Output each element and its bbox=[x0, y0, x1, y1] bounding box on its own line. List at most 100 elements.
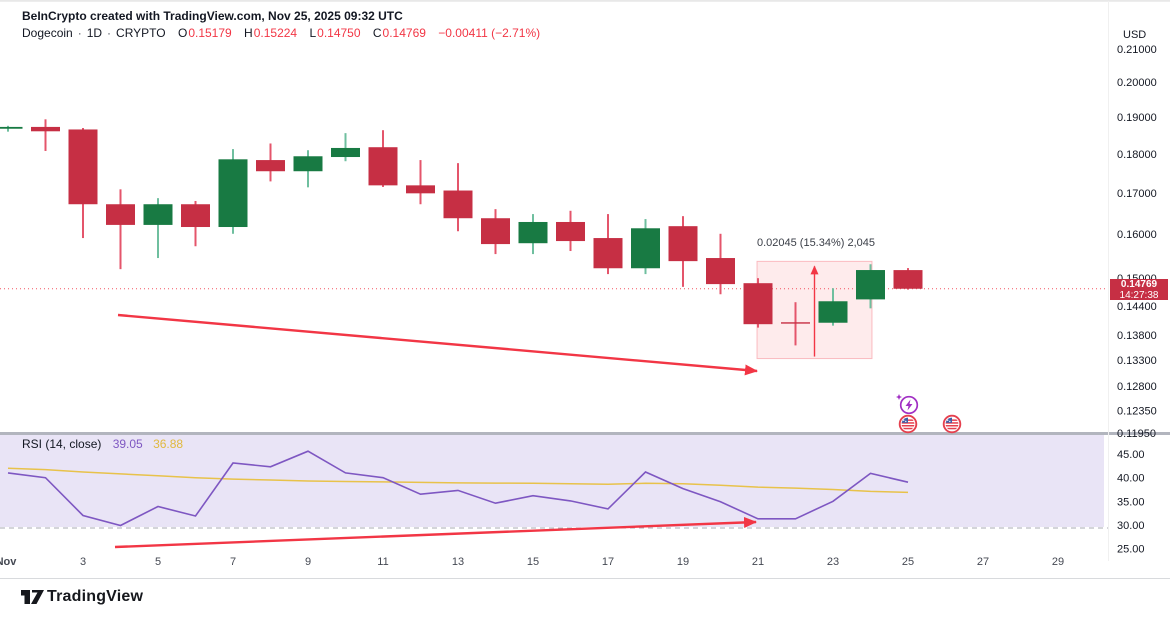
currency-label: USD bbox=[1123, 29, 1146, 41]
candle[interactable] bbox=[143, 198, 173, 259]
time-tick-label: 19 bbox=[677, 556, 689, 568]
candle[interactable] bbox=[181, 200, 210, 247]
open-value: 0.15179 bbox=[188, 26, 232, 40]
pane-separator[interactable] bbox=[0, 432, 1170, 435]
price-tick-label: 0.17000 bbox=[1117, 188, 1157, 200]
time-tick-label: 15 bbox=[527, 556, 539, 568]
time-tick-label: 9 bbox=[305, 556, 311, 568]
candle[interactable] bbox=[856, 264, 885, 309]
candle[interactable] bbox=[443, 163, 473, 232]
candle[interactable] bbox=[818, 288, 848, 326]
price-tick-label: 0.12800 bbox=[1117, 381, 1157, 393]
high-value: 0.15224 bbox=[253, 26, 298, 40]
price-tick-label: 0.21000 bbox=[1117, 44, 1157, 56]
rsi-value: 39.05 bbox=[112, 437, 143, 451]
candle[interactable] bbox=[556, 210, 585, 252]
candle-body bbox=[856, 270, 885, 300]
candle[interactable] bbox=[706, 233, 735, 295]
candle[interactable] bbox=[668, 216, 698, 287]
candle[interactable] bbox=[31, 119, 60, 151]
attribution-text: BeInCrypto created with TradingView.com,… bbox=[22, 9, 403, 23]
candle[interactable] bbox=[293, 150, 323, 188]
close-label: C bbox=[372, 26, 382, 40]
candle-body bbox=[68, 129, 98, 205]
candle-body bbox=[593, 238, 623, 269]
time-tick-label: 3 bbox=[80, 556, 86, 568]
open-label: O bbox=[177, 26, 188, 40]
candle-body bbox=[556, 221, 585, 242]
time-tick-label: 29 bbox=[1052, 556, 1064, 568]
high-label: H bbox=[244, 26, 253, 40]
candle-body bbox=[143, 204, 173, 225]
candle[interactable] bbox=[781, 302, 810, 346]
interval-label[interactable]: 1D bbox=[86, 26, 103, 40]
price-tick-label: 0.13800 bbox=[1117, 330, 1157, 342]
candle-body bbox=[331, 147, 360, 158]
candle-body bbox=[668, 226, 698, 262]
legend-separator: · bbox=[77, 26, 82, 40]
flag-badge-icon[interactable] bbox=[942, 414, 962, 434]
tradingview-logo-icon[interactable] bbox=[20, 587, 46, 607]
price-tick-label: 0.16000 bbox=[1117, 229, 1157, 241]
time-tick-label: Nov bbox=[0, 556, 17, 568]
symbol-legend: Dogecoin · 1D · CRYPTO O0.15179 H0.15224 L0.… bbox=[22, 26, 540, 40]
candle[interactable] bbox=[218, 149, 248, 234]
candle[interactable] bbox=[593, 214, 623, 275]
candle-body bbox=[106, 204, 135, 225]
symbol-name[interactable]: Dogecoin bbox=[22, 26, 73, 40]
lightning-badge-icon[interactable] bbox=[896, 394, 919, 415]
candle-body bbox=[893, 270, 923, 289]
measurement-box[interactable] bbox=[756, 260, 873, 360]
price-tick-label: 0.19000 bbox=[1117, 112, 1157, 124]
trend-arrow-rsi[interactable] bbox=[114, 516, 757, 549]
trend-arrow-main[interactable] bbox=[117, 313, 758, 376]
candle-body bbox=[368, 147, 398, 186]
current-price-badge: 0.14769 14:27:38 bbox=[1110, 279, 1168, 300]
close-value: 0.14769 bbox=[382, 26, 426, 40]
candle[interactable] bbox=[0, 125, 23, 132]
candle[interactable] bbox=[481, 209, 510, 255]
legend-separator: · bbox=[107, 26, 112, 40]
time-tick-label: 11 bbox=[377, 556, 388, 568]
time-tick-label: 25 bbox=[902, 556, 914, 568]
time-tick-label: 5 bbox=[155, 556, 161, 568]
candle[interactable] bbox=[631, 219, 660, 275]
candle[interactable] bbox=[256, 143, 285, 182]
time-tick-label: 13 bbox=[452, 556, 464, 568]
time-axis[interactable]: Nov 3 5 7 9 11 13 15 17 19 21 23 25 27 29 bbox=[0, 556, 1064, 568]
rsi-title[interactable]: RSI (14, close) bbox=[22, 437, 102, 451]
candle-body bbox=[293, 156, 323, 172]
candle[interactable] bbox=[518, 214, 548, 255]
price-tick-label: 0.13300 bbox=[1117, 355, 1157, 367]
price-tick-label: 0.20000 bbox=[1117, 77, 1157, 89]
badge-price: 0.14769 bbox=[1120, 279, 1158, 290]
candle-body bbox=[443, 190, 473, 219]
candle[interactable] bbox=[406, 160, 435, 205]
candle[interactable] bbox=[331, 133, 360, 162]
flag-badge-icon[interactable] bbox=[898, 414, 918, 434]
candles[interactable] bbox=[0, 119, 923, 346]
candle[interactable] bbox=[743, 278, 773, 328]
rsi-tick-label: 40.00 bbox=[1117, 473, 1145, 485]
candle[interactable] bbox=[893, 268, 923, 290]
measurement-label: 0.02045 (15.34%) 2,045 bbox=[756, 237, 876, 249]
rsi-pane-background bbox=[0, 435, 1104, 527]
exchange-label[interactable]: CRYPTO bbox=[116, 26, 166, 40]
candle-body bbox=[31, 126, 60, 132]
candle[interactable] bbox=[368, 130, 398, 187]
candle-body bbox=[481, 218, 510, 245]
candle-body bbox=[781, 322, 810, 324]
candle-body bbox=[181, 204, 210, 228]
candle[interactable] bbox=[106, 189, 135, 270]
rsi-line[interactable] bbox=[7, 450, 909, 527]
rsi-tick-label: 35.00 bbox=[1117, 496, 1145, 508]
price-tick-label: 0.14400 bbox=[1117, 301, 1157, 313]
tradingview-brand-text[interactable]: TradingView bbox=[47, 588, 144, 605]
change-value: −0.00411 (−2.71%) bbox=[438, 26, 541, 40]
candle-body bbox=[406, 185, 435, 194]
rsi-ma-line[interactable] bbox=[7, 467, 909, 494]
candle[interactable] bbox=[68, 128, 98, 239]
candle-body bbox=[218, 159, 248, 228]
